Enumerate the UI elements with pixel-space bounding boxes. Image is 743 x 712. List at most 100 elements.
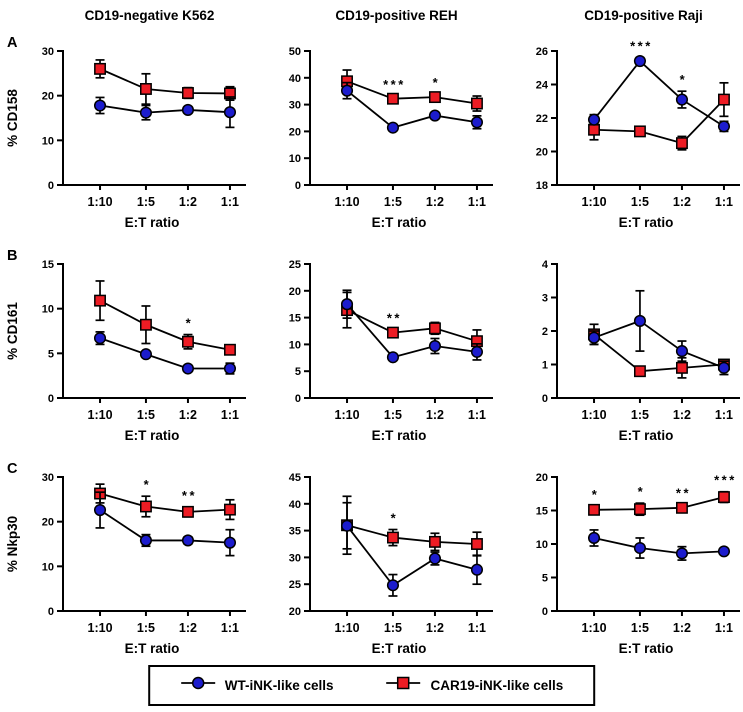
car19-square-marker-icon — [385, 675, 421, 696]
svg-text:E:T ratio: E:T ratio — [372, 215, 427, 230]
svg-text:*: * — [144, 477, 152, 492]
svg-text:E:T ratio: E:T ratio — [125, 215, 180, 230]
svg-text:5: 5 — [542, 573, 548, 585]
chart-nkp30-reh: 20 25 30 35 40 45 1:10 1:5 1:2 1:1 E:T ratio * — [289, 472, 493, 656]
svg-text:1:10: 1:10 — [88, 621, 113, 635]
svg-text:% CD161: % CD161 — [5, 302, 20, 360]
svg-text:0: 0 — [48, 180, 54, 192]
panel-cd161-raji: 0 1 2 3 4 1:10 1:5 1:2 1:1 E:T ratio — [495, 246, 742, 459]
svg-text:1:1: 1:1 — [468, 195, 486, 209]
svg-text:15: 15 — [42, 259, 54, 271]
svg-text:1:2: 1:2 — [179, 621, 197, 635]
panel-cd161-k562: 0 5 10 15 1:10 1:5 1:2 1:1 E:T ratio % CD161 * — [1, 246, 248, 459]
svg-text:20: 20 — [289, 606, 301, 618]
chart-cd158-k562: 0 10 20 30 1:10 1:5 1:2 1:1 E:T ratio % CD158 — [5, 46, 246, 230]
svg-text:*: * — [433, 75, 441, 90]
panel-nkp30-k562: 0 10 20 30 1:10 1:5 1:2 1:1 E:T ratio% Nkp30 * ** — [1, 459, 248, 672]
chart-cd161-k562: 0 5 10 15 1:10 1:5 1:2 1:1 E:T ratio % CD161 * — [5, 259, 246, 443]
panel-cd161-reh: 0 5 10 15 20 25 1:10 1:5 1:2 1:1 E:T ratio ** — [248, 246, 495, 459]
svg-text:*: * — [186, 316, 194, 331]
svg-text:1:5: 1:5 — [384, 408, 402, 422]
svg-text:26: 26 — [536, 46, 548, 58]
svg-text:1: 1 — [542, 360, 548, 372]
svg-text:35: 35 — [289, 526, 301, 538]
svg-text:10: 10 — [42, 304, 54, 316]
svg-text:30: 30 — [42, 46, 54, 58]
svg-text:1:2: 1:2 — [673, 195, 691, 209]
svg-text:0: 0 — [48, 393, 54, 405]
svg-text:E:T ratio: E:T ratio — [125, 428, 180, 443]
svg-text:15: 15 — [536, 506, 548, 518]
svg-text:1:5: 1:5 — [137, 408, 155, 422]
svg-text:***: *** — [714, 473, 737, 488]
svg-text:1:1: 1:1 — [468, 408, 486, 422]
svg-text:1:1: 1:1 — [468, 621, 486, 635]
svg-text:1:10: 1:10 — [335, 621, 360, 635]
svg-text:30: 30 — [289, 552, 301, 564]
svg-text:2: 2 — [542, 326, 548, 338]
svg-text:1:1: 1:1 — [715, 621, 733, 635]
svg-text:10: 10 — [289, 339, 301, 351]
svg-text:*: * — [680, 72, 688, 87]
svg-text:1:5: 1:5 — [384, 195, 402, 209]
svg-text:10: 10 — [536, 539, 548, 551]
column-title-raji: CD19-positive Raji — [584, 8, 703, 23]
svg-text:1:10: 1:10 — [335, 195, 360, 209]
svg-text:20: 20 — [536, 472, 548, 484]
svg-text:E:T ratio: E:T ratio — [372, 641, 427, 656]
svg-text:10: 10 — [42, 561, 54, 573]
row-label-a: A — [7, 35, 18, 51]
svg-text:*: * — [391, 511, 399, 526]
svg-text:0: 0 — [48, 606, 54, 618]
svg-text:1:5: 1:5 — [631, 621, 649, 635]
column-titles-row: CD19-negative K562 CD19-positive REH CD1… — [0, 0, 743, 23]
svg-text:10: 10 — [42, 135, 54, 147]
svg-text:1:2: 1:2 — [179, 408, 197, 422]
panel-grid: 0 10 20 30 1:10 1:5 1:2 1:1 E:T ratio% CD158 0 10… — [1, 33, 742, 672]
legend-label-wt: WT-iNK-like cells — [224, 678, 334, 693]
svg-text:15: 15 — [289, 313, 301, 325]
svg-text:1:1: 1:1 — [221, 408, 239, 422]
svg-text:5: 5 — [295, 366, 301, 378]
svg-text:0: 0 — [295, 180, 301, 192]
panel-nkp30-reh: 20 25 30 35 40 45 1:10 1:5 1:2 1:1 E:T ratio * — [248, 459, 495, 672]
svg-text:10: 10 — [289, 153, 301, 165]
legend-item-car19: CAR19-iNK-like cells — [385, 675, 563, 696]
panel-cd158-raji: 18 20 22 24 26 1:10 1:5 1:2 1:1 E:T ratio *** * — [495, 33, 742, 246]
svg-text:1:2: 1:2 — [426, 408, 444, 422]
panel-nkp30-raji: 0 5 10 15 20 1:10 1:5 1:2 1:1 E:T ratio * * ** *** — [495, 459, 742, 672]
svg-text:E:T ratio: E:T ratio — [619, 428, 674, 443]
svg-text:40: 40 — [289, 499, 301, 511]
svg-text:4: 4 — [542, 259, 549, 271]
svg-text:20: 20 — [289, 286, 301, 298]
column-title-reh: CD19-positive REH — [335, 8, 458, 23]
svg-text:1:10: 1:10 — [335, 408, 360, 422]
svg-text:% CD158: % CD158 — [5, 89, 20, 147]
svg-text:18: 18 — [536, 180, 548, 192]
svg-text:20: 20 — [42, 91, 54, 103]
svg-text:50: 50 — [289, 46, 301, 58]
svg-text:***: *** — [630, 39, 653, 54]
wt-circle-marker-icon — [180, 675, 216, 696]
svg-text:**: ** — [182, 488, 197, 503]
legend-item-wt: WT-iNK-like cells — [180, 675, 334, 696]
svg-text:*: * — [592, 487, 600, 502]
legend-label-car19: CAR19-iNK-like cells — [430, 678, 564, 693]
row-label-b: B — [7, 248, 18, 264]
svg-text:1:10: 1:10 — [582, 408, 607, 422]
legend: WT-iNK-like cells CAR19-iNK-like cells — [147, 665, 596, 706]
svg-text:**: ** — [676, 485, 691, 500]
svg-text:22: 22 — [536, 113, 548, 125]
svg-text:0: 0 — [542, 393, 548, 405]
chart-cd161-reh: 0 5 10 15 20 25 1:10 1:5 1:2 1:1 E:T ratio ** — [289, 259, 493, 443]
svg-text:**: ** — [387, 310, 402, 325]
svg-text:E:T ratio: E:T ratio — [125, 641, 180, 656]
panel-cd158-reh: 0 10 20 30 40 50 1:10 1:5 1:2 1:1 E:T ratio *** * — [248, 33, 495, 246]
svg-text:20: 20 — [42, 517, 54, 529]
svg-text:20: 20 — [536, 147, 548, 159]
svg-text:% Nkp30: % Nkp30 — [5, 516, 20, 572]
